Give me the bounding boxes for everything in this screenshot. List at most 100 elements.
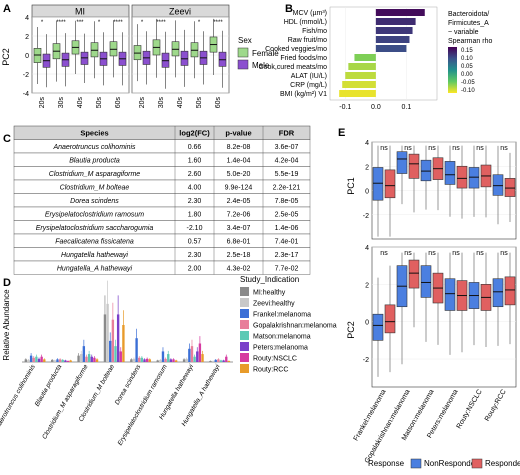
table-cell: 2.3e-17	[275, 252, 299, 259]
colorbar-ticks: 0.15 0.10 0.05 0.00 -0.05 -0.10	[461, 48, 475, 94]
e-ns-label: ns	[476, 145, 484, 152]
d-xtick-label: Anaerotruncus colihominis	[0, 363, 37, 434]
d-bar	[40, 356, 43, 362]
table-cell: 5.5e-19	[275, 171, 299, 178]
table-row	[13, 179, 311, 194]
e-box	[408, 153, 420, 179]
e-ytick-label: -2	[363, 213, 369, 220]
panel-a-yticks: -4 -2 0 2 4	[23, 15, 29, 98]
d-legend-label: Gopalakrishnan:melanoma	[253, 323, 337, 330]
table-cell: 2.00	[188, 266, 202, 273]
a-ytick-label: -4	[23, 91, 29, 98]
e-box	[420, 265, 432, 298]
d-bar	[80, 354, 83, 362]
e-ns-label: ns	[380, 250, 388, 257]
e-ns-label: ns	[404, 145, 412, 152]
d-bar	[116, 314, 120, 362]
colorbar-title-line-2: Firmicutes_A	[448, 20, 489, 27]
table-cell: Clostridium_M bolteae	[60, 185, 130, 192]
b-bar	[375, 36, 410, 43]
d-legend-swatch	[240, 298, 249, 307]
d-bar	[138, 357, 141, 362]
legend-swatch-responder	[471, 458, 483, 469]
d-bar	[51, 359, 54, 362]
e-ytick-label: 0	[365, 320, 369, 327]
table-cell: 2.30	[188, 198, 202, 205]
colorbar-title-line-4: Spearman rho	[448, 38, 492, 45]
panel-d-legend-title: Study_Indication	[240, 275, 299, 284]
d-legend-label: Frankel:melanoma	[253, 312, 311, 319]
d-bar	[106, 303, 109, 362]
e-box	[444, 278, 456, 311]
e-box	[468, 167, 480, 189]
legend-label-responder: Responder	[485, 459, 520, 468]
e-ns-label: ns	[500, 145, 508, 152]
a-significance: ***	[76, 20, 84, 26]
table-cell: 1.80	[188, 212, 202, 219]
d-bar	[214, 359, 217, 362]
b-bar	[375, 45, 407, 52]
d-bar	[227, 360, 231, 362]
e-xtick-label: Routy:NSCLC	[456, 389, 484, 431]
panel-b-marks: -0.1 0.0 0.1 MCV (µm³) HDL (mmol/L) Fish/mo Ra…	[259, 7, 425, 111]
b-category-label: Cook,cured meats/mo	[259, 64, 328, 71]
table-header-cell: Species	[80, 129, 108, 138]
panel-a-label: A	[3, 3, 11, 15]
colorbar-tick-label: 0.15	[461, 48, 473, 54]
table-header-cell: p-value	[225, 129, 251, 138]
d-bar	[66, 360, 70, 362]
a-significance: ****	[113, 20, 123, 26]
d-bar	[140, 357, 144, 362]
d-bar	[122, 325, 125, 362]
e-ns-label: ns	[404, 250, 412, 257]
b-bar	[375, 9, 425, 16]
d-bar	[61, 359, 64, 362]
d-bar	[201, 354, 204, 362]
b-bar	[354, 54, 376, 61]
table-cell: -2.10	[187, 225, 203, 232]
b-category-label: BMI (kg/m²) V1	[280, 91, 327, 98]
table-row	[13, 193, 311, 208]
e-ns-label: ns	[500, 250, 508, 257]
d-bar	[185, 358, 188, 362]
table-cell: 9.9e-124	[225, 185, 253, 192]
d-bar	[209, 360, 212, 362]
d-bar	[225, 356, 228, 362]
table-cell: 7.4e-01	[275, 239, 299, 246]
table-cell: 1.4e-04	[227, 158, 251, 165]
e-ns-label: ns	[428, 250, 436, 257]
table-cell: 4.3e-02	[227, 266, 251, 273]
e-box	[372, 167, 384, 201]
d-bar	[69, 360, 72, 362]
b-category-label: MCV (µm³)	[293, 10, 327, 17]
d-bar	[211, 360, 215, 362]
d-bar	[217, 359, 220, 362]
b-category-label: Cooked veggies/mo	[265, 46, 327, 53]
d-bar	[159, 359, 162, 362]
e-box	[456, 165, 468, 189]
colorbar-title-line-3: ~ variable	[448, 29, 479, 36]
e-box	[396, 151, 408, 174]
table-cell: 5.0e-20	[227, 171, 251, 178]
facet-title-mi: MI	[75, 7, 85, 17]
panel-a-marks: * **** *** * **** * **** * ****	[32, 16, 229, 94]
d-bar	[174, 360, 178, 362]
d-legend-swatch	[240, 320, 249, 329]
a-significance: *	[98, 20, 101, 26]
d-bar	[29, 355, 33, 362]
e-box	[504, 276, 516, 306]
d-bar	[85, 356, 88, 362]
e-xtick-label: Gopalakrishnan:melanoma	[364, 388, 412, 464]
d-bar	[32, 357, 35, 362]
panel-d-label: D	[3, 277, 11, 289]
d-bar	[188, 348, 191, 362]
table-header-cell: FDR	[279, 129, 295, 138]
table-cell: Anaerotruncus colihominis	[52, 144, 136, 151]
table-cell: 3.6e-07	[275, 144, 299, 151]
panel-e-label: E	[338, 127, 345, 139]
d-bar	[43, 359, 46, 362]
panel-a-ylabel: PC2	[1, 48, 11, 66]
legend-swatch-female	[237, 47, 249, 58]
table-row	[13, 260, 311, 275]
